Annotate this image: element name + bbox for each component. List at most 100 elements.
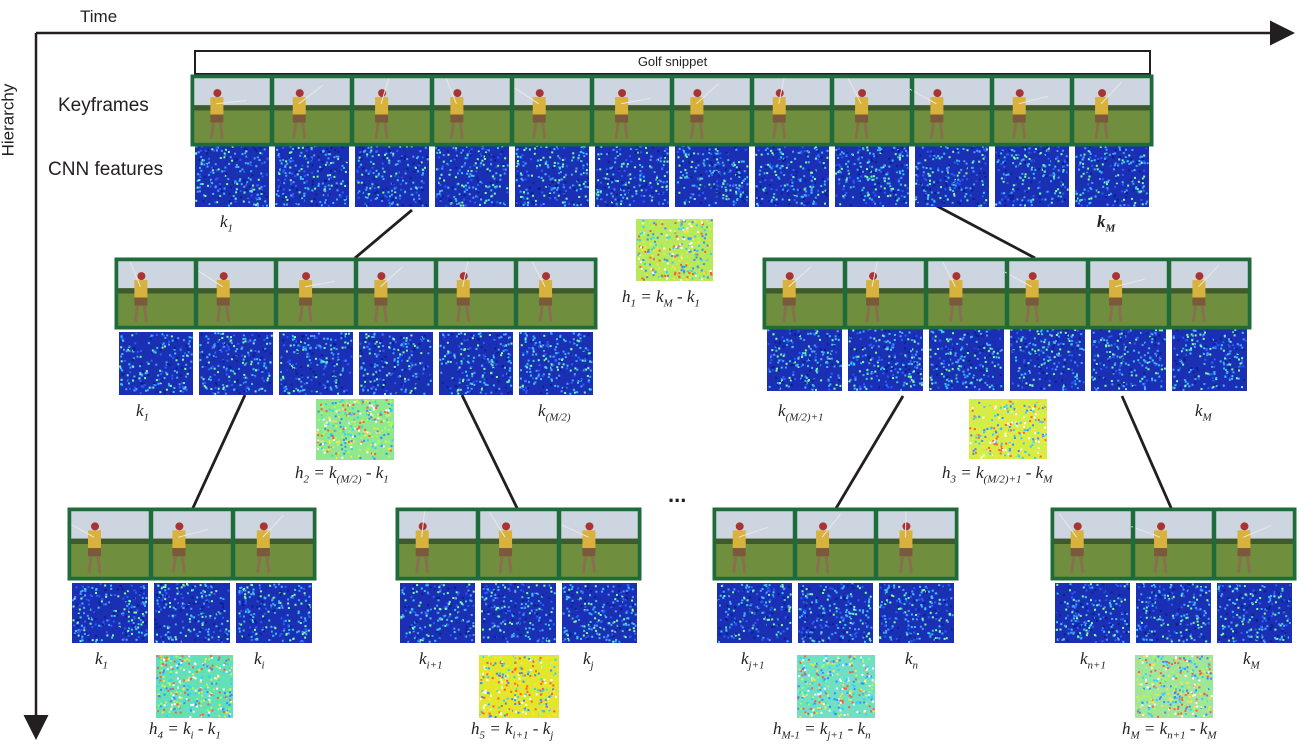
keyframe-thumbnail: [765, 260, 844, 327]
h-equation-m-1: hM-1 = kj+1 - kn: [773, 719, 871, 742]
hierarchy-axis-label: Hierarchy: [0, 83, 18, 157]
cnn-feature-map: [519, 332, 593, 395]
keyframe-thumbnail: [560, 510, 639, 578]
cnn-feature-map: [767, 328, 842, 391]
keyframe-thumbnail: [1073, 77, 1151, 144]
keyframe-thumbnail: [197, 260, 275, 327]
keyframe-thumbnail: [796, 510, 875, 578]
frame-group-level1-right: [762, 257, 1252, 391]
difference-map-h-2: [316, 399, 394, 460]
keyframe-thumbnail: [715, 510, 794, 578]
cnn-feature-map: [929, 328, 1004, 391]
h-equation-m: hM = kn+1 - kM: [1122, 719, 1217, 742]
k-label-l2-3-left: kn+1: [1080, 649, 1106, 672]
h-equation-4: h4 = ki - k1: [149, 719, 221, 742]
cnn-feature-map: [236, 583, 312, 643]
keyframe-thumbnail: [513, 77, 591, 144]
keyframe-thumbnail: [1004, 260, 1087, 327]
keyframe-thumbnail: [1131, 510, 1213, 578]
k-label-l1b-right: kM: [1195, 401, 1212, 424]
ellipsis: ...: [668, 482, 687, 507]
difference-map-h-7: [1135, 655, 1213, 718]
cnn-feature-map: [1172, 328, 1247, 391]
cnn-feature-map: [275, 145, 349, 207]
cnn-feature-map: [1217, 583, 1292, 643]
frame-group-level2-2: [712, 507, 959, 643]
cnn-feature-map: [359, 332, 433, 395]
keyframe-thumbnail: [117, 259, 195, 327]
difference-map-h-6: [797, 655, 875, 718]
frame-group-level2-1: [395, 507, 642, 643]
cnn-feature-map: [595, 145, 669, 207]
cnn-feature-map: [879, 583, 954, 643]
k-label-l2-0-left: k1: [95, 649, 109, 672]
k-label-l1b-left: k(M/2)+1: [778, 401, 824, 424]
h-equation-3: h3 = k(M/2)+1 - kM: [942, 463, 1053, 486]
frame-groups: [67, 74, 1297, 718]
keyframe-thumbnail: [67, 510, 150, 578]
keyframe-thumbnail: [593, 77, 671, 144]
axes: [23, 20, 1295, 740]
cnn-feature-map: [154, 583, 230, 643]
cnn-feature-map: [675, 145, 749, 207]
difference-map-h-4: [156, 655, 233, 718]
keyframe-thumbnail: [1089, 260, 1168, 327]
keyframe-strip-border: [762, 257, 1252, 330]
cnn-feature-map: [1075, 145, 1149, 207]
cnn-feature-map: [119, 332, 193, 395]
keyframe-thumbnail: [927, 260, 1006, 327]
keyframe-thumbnail: [993, 77, 1071, 144]
frame-group-level2-0: [67, 507, 317, 643]
cnn-feature-map: [915, 145, 989, 207]
cnn-feature-map: [755, 145, 829, 207]
keyframe-thumbnail: [877, 508, 956, 578]
keyframe-strip-border: [67, 507, 317, 581]
difference-map-h-1: [636, 219, 713, 281]
cnn-feature-map: [439, 332, 513, 395]
keyframe-thumbnail: [673, 77, 751, 144]
keyframe-thumbnail: [152, 510, 232, 578]
keyframe-thumbnail: [479, 510, 558, 578]
h-equation-1: h1 = kM - k1: [622, 287, 700, 310]
cnn-feature-map: [515, 145, 589, 207]
cnn-feature-map: [481, 583, 556, 643]
cnn-feature-map: [835, 145, 909, 207]
k-label-l2-2-right: kn: [905, 649, 919, 672]
snippet-label: Golf snippet: [637, 54, 708, 69]
keyframe-thumbnail: [234, 510, 314, 578]
h-equation-2: h2 = k(M/2) - k1: [295, 463, 389, 486]
cnn-feature-map: [195, 145, 269, 207]
keyframe-thumbnail: [846, 258, 925, 327]
cnn-feature-map: [72, 583, 148, 643]
cnn-feature-map: [279, 332, 353, 395]
k-label-l0-right: kM: [1097, 212, 1116, 235]
cnn-feature-map: [199, 332, 273, 395]
keyframe-thumbnail: [909, 77, 991, 144]
keyframe-thumbnail: [277, 260, 355, 327]
cnn-feature-map: [400, 583, 475, 643]
k-label-l0-left: k1: [220, 212, 234, 235]
keyframe-strip-border: [1050, 507, 1297, 581]
keyframe-thumbnail: [1053, 510, 1132, 578]
tree-connector-0: [354, 208, 413, 260]
tree-connector-4: [833, 395, 905, 511]
cnn-feature-map: [1010, 328, 1085, 391]
keyframe-thumbnail: [517, 260, 595, 327]
k-label-l2-3-right: kM: [1243, 649, 1260, 672]
frame-group-level2-3: [1050, 507, 1297, 643]
time-axis-label: Time: [80, 7, 118, 26]
keyframe-strip-border: [190, 74, 1154, 147]
keyframe-thumbnail: [753, 75, 831, 144]
tree-connector-5: [1120, 395, 1174, 511]
tree-connector-1: [934, 203, 1036, 260]
cnn-feature-map: [848, 328, 923, 391]
keyframe-thumbnail: [357, 260, 435, 327]
cnn-feature-map: [355, 145, 429, 207]
k-label-l2-1-left: ki+1: [419, 649, 443, 672]
keyframe-thumbnail: [353, 76, 431, 144]
h-equation-5: h5 = ki+1 - kj: [471, 719, 554, 742]
cnn-features-row-label: CNN features: [48, 159, 164, 180]
cnn-feature-map: [562, 583, 637, 643]
k-label-l1a-left: k1: [136, 401, 150, 424]
